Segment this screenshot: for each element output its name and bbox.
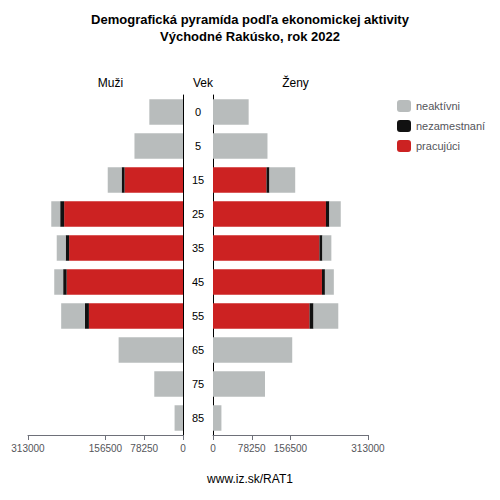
svg-text:156500: 156500	[274, 443, 308, 454]
svg-text:Ženy: Ženy	[282, 75, 309, 90]
svg-text:55: 55	[192, 310, 204, 322]
svg-text:15: 15	[192, 174, 204, 186]
svg-text:nezamestnaní: nezamestnaní	[416, 120, 485, 132]
svg-text:25: 25	[192, 208, 204, 220]
svg-text:neaktívni: neaktívni	[416, 100, 460, 112]
svg-text:www.iz.sk/RAT1: www.iz.sk/RAT1	[206, 472, 293, 486]
svg-text:5: 5	[195, 140, 201, 152]
svg-text:0: 0	[180, 443, 186, 454]
svg-text:Východné Rakúsko, rok 2022: Východné Rakúsko, rok 2022	[160, 29, 340, 44]
svg-text:0: 0	[210, 443, 216, 454]
svg-text:313000: 313000	[351, 443, 385, 454]
svg-text:35: 35	[192, 242, 204, 254]
svg-text:75: 75	[192, 378, 204, 390]
svg-text:85: 85	[192, 412, 204, 424]
svg-text:Demografická pyramída podľa ek: Demografická pyramída podľa ekonomickej …	[91, 12, 410, 27]
svg-text:Muži: Muži	[98, 76, 123, 90]
svg-text:0: 0	[195, 106, 201, 118]
svg-text:156500: 156500	[89, 443, 123, 454]
svg-text:65: 65	[192, 344, 204, 356]
svg-text:Vek: Vek	[193, 76, 214, 90]
svg-text:pracujúci: pracujúci	[416, 140, 460, 152]
svg-text:78250: 78250	[238, 443, 266, 454]
svg-text:313000: 313000	[11, 443, 45, 454]
svg-text:78250: 78250	[130, 443, 158, 454]
svg-text:45: 45	[192, 276, 204, 288]
